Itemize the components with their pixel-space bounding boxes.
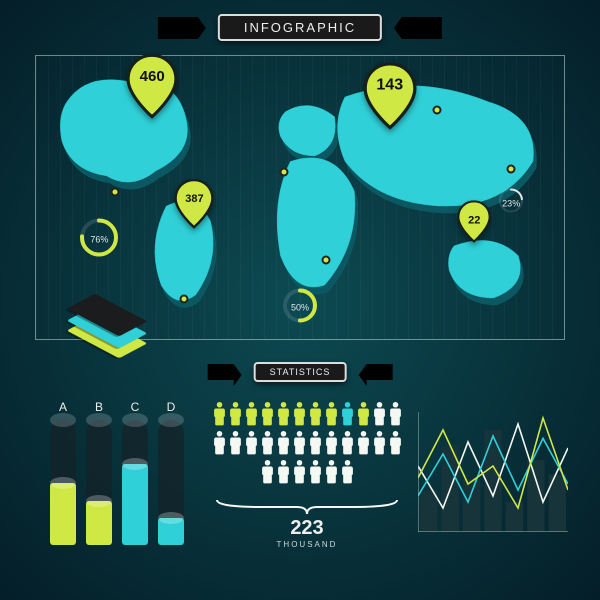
map-pin: 22 xyxy=(457,201,491,249)
map-dot xyxy=(322,255,331,264)
person-icon xyxy=(261,431,274,455)
people-total-value: 223 xyxy=(212,517,402,540)
person-icon xyxy=(245,431,258,455)
map-dot xyxy=(280,168,289,177)
bar-label: A xyxy=(59,400,67,414)
bar: C xyxy=(122,420,148,545)
person-icon xyxy=(261,402,274,426)
person-icon xyxy=(325,460,338,484)
statistics-banner: STATISTICS xyxy=(208,362,393,382)
map-pin: 460 xyxy=(126,54,178,124)
progress-ring: 76% xyxy=(78,216,120,263)
person-icon xyxy=(229,431,242,455)
map-dot xyxy=(111,187,120,196)
map-pin-value: 22 xyxy=(468,215,480,227)
people-pictogram-chart xyxy=(212,402,402,484)
world-map-panel: 76% 50% 23% 460 387 143 22 xyxy=(35,55,565,340)
map-dot xyxy=(179,295,188,304)
person-icon xyxy=(213,431,226,455)
line-chart xyxy=(418,412,568,532)
person-icon xyxy=(341,460,354,484)
brace-icon xyxy=(212,498,402,516)
person-icon xyxy=(357,402,370,426)
person-icon xyxy=(277,402,290,426)
ribbon-right xyxy=(402,17,442,39)
ribbon-left xyxy=(208,364,234,380)
people-total: 223 THOUSAND xyxy=(212,498,402,549)
title-banner: INFOGRAPHIC xyxy=(158,14,442,41)
person-icon xyxy=(341,431,354,455)
bg-bar xyxy=(420,490,437,532)
person-icon xyxy=(389,431,402,455)
progress-ring: 23% xyxy=(496,186,526,221)
person-icon xyxy=(229,402,242,426)
people-total-unit: THOUSAND xyxy=(212,540,402,549)
person-icon xyxy=(341,402,354,426)
person-icon xyxy=(309,431,322,455)
statistics-label: STATISTICS xyxy=(254,362,347,382)
bar-label: D xyxy=(167,400,176,414)
person-icon xyxy=(213,402,226,426)
person-icon xyxy=(293,460,306,484)
person-icon xyxy=(389,402,402,426)
map-dot xyxy=(507,165,516,174)
person-icon xyxy=(357,431,370,455)
person-icon xyxy=(309,402,322,426)
person-icon xyxy=(293,431,306,455)
ribbon-right xyxy=(366,364,392,380)
map-pin: 143 xyxy=(363,63,417,136)
bar-label: B xyxy=(95,400,103,414)
map-pin-value: 387 xyxy=(185,193,203,205)
person-icon xyxy=(373,431,386,455)
bg-bar xyxy=(463,479,480,532)
bar: A xyxy=(50,420,76,545)
person-icon xyxy=(373,402,386,426)
bg-bar xyxy=(527,460,544,532)
ribbon-left xyxy=(158,17,198,39)
cylinder-bar-chart: A B C D xyxy=(50,420,184,545)
map-pin-value: 143 xyxy=(376,77,403,95)
map-pin-value: 460 xyxy=(140,68,165,85)
person-icon xyxy=(277,460,290,484)
person-icon xyxy=(325,402,338,426)
map-pin: 387 xyxy=(174,179,214,234)
bar: B xyxy=(86,420,112,545)
bg-bar xyxy=(506,502,523,532)
map-dot xyxy=(433,105,442,114)
bar: D xyxy=(158,420,184,545)
title-label: INFOGRAPHIC xyxy=(218,14,382,41)
person-icon xyxy=(261,460,274,484)
person-icon xyxy=(309,460,322,484)
person-icon xyxy=(277,431,290,455)
bar-label: C xyxy=(131,400,140,414)
person-icon xyxy=(325,431,338,455)
progress-ring: 50% xyxy=(281,286,319,329)
person-icon xyxy=(245,402,258,426)
person-icon xyxy=(293,402,306,426)
